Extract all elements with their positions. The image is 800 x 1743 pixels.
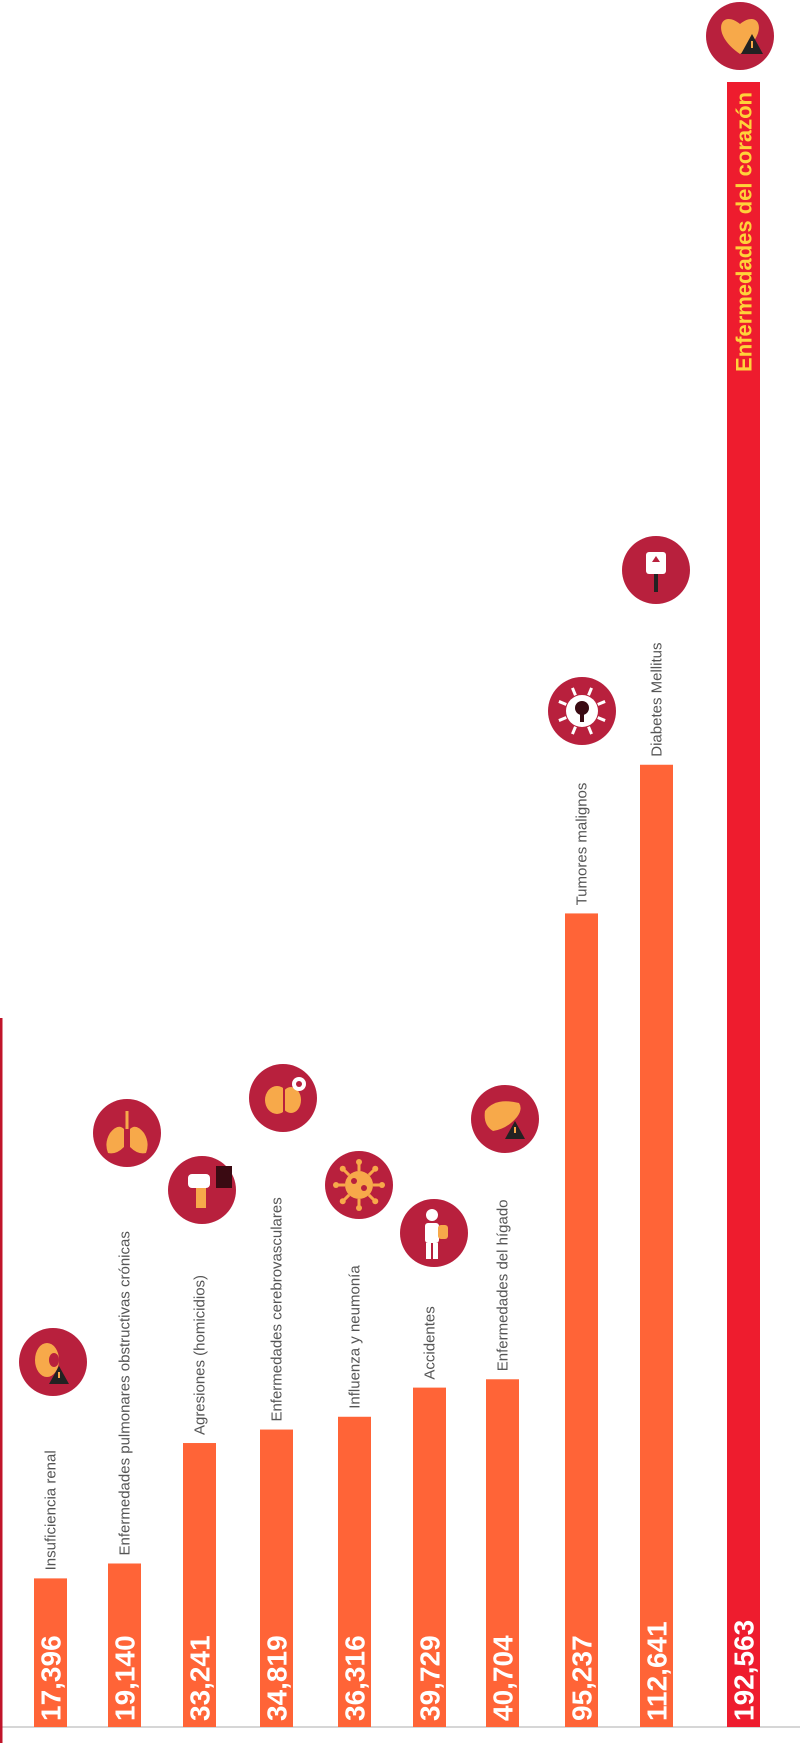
bar-4 <box>260 1429 293 1727</box>
category-label-7: Enfermedades del hígado <box>495 1199 512 1371</box>
value-label-10: 192,563 <box>729 1620 760 1721</box>
bars-group <box>34 82 760 1727</box>
bar-5 <box>338 1416 371 1727</box>
kidney-icon <box>19 1328 87 1396</box>
value-label-8: 95,237 <box>567 1635 598 1721</box>
category-label-8: Tumores malignos <box>574 783 591 906</box>
value-label-2: 19,140 <box>110 1635 141 1721</box>
bar-9 <box>640 764 673 1727</box>
value-label-3: 33,241 <box>185 1635 216 1721</box>
bar-10 <box>727 82 760 1727</box>
category-label-10: Enfermedades del corazón <box>732 92 757 372</box>
value-label-4: 34,819 <box>262 1635 293 1721</box>
insulin-pen-icon <box>622 536 690 604</box>
category-label-6: Accidentes <box>422 1306 439 1379</box>
category-label-4: Enfermedades cerebrovasculares <box>269 1197 286 1421</box>
bar-6 <box>413 1387 446 1727</box>
bar-8 <box>565 913 598 1727</box>
liver-icon <box>471 1085 539 1153</box>
category-label-5: Influenza y neumonía <box>347 1265 364 1409</box>
value-label-9: 112,641 <box>642 1621 673 1721</box>
heart-icon <box>706 2 774 70</box>
value-label-1: 17,396 <box>36 1635 67 1721</box>
value-label-6: 39,729 <box>415 1635 446 1721</box>
bar-7 <box>486 1379 519 1727</box>
value-label-5: 36,316 <box>340 1635 371 1721</box>
bar-3 <box>183 1443 216 1727</box>
category-label-3: Agresiones (homicidios) <box>192 1275 209 1435</box>
bar-1 <box>34 1578 67 1727</box>
brain-icon <box>249 1064 317 1132</box>
tumor-cell-icon <box>548 677 616 745</box>
bar-2 <box>108 1563 141 1727</box>
labels-group: 17,396 Insuficiencia renal 19,140 Enfermeda… <box>36 92 760 1721</box>
lungs-icon <box>93 1099 161 1167</box>
category-label-1: Insuficiencia renal <box>43 1450 60 1570</box>
value-label-7: 40,704 <box>488 1635 519 1721</box>
category-label-9: Diabetes Mellitus <box>649 643 666 757</box>
injured-person-icon <box>400 1199 468 1267</box>
icons-group <box>19 2 774 1396</box>
category-label-2: Enfermedades pulmonares obstructivas cró… <box>117 1231 134 1555</box>
fist-icon <box>168 1156 236 1224</box>
virus-icon <box>325 1151 393 1219</box>
